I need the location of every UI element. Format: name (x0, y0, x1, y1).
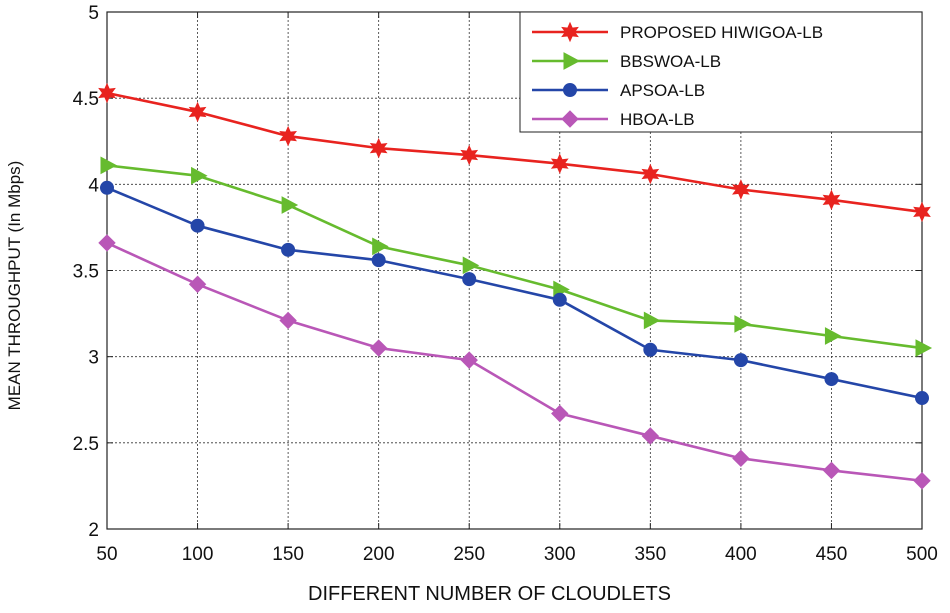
series-apsoa-lb (100, 180, 929, 406)
legend-label: HBOA-LB (620, 110, 695, 129)
y-tick-label: 4.5 (73, 89, 99, 110)
y-tick-label: 2 (88, 520, 99, 541)
y-tick-label: 3 (88, 348, 99, 369)
data-point-bbswoa-lb (643, 311, 661, 330)
data-point-proposed-hiwigoa-lb (188, 101, 207, 123)
x-tick-label: 500 (906, 544, 938, 565)
data-point-bbswoa-lb (462, 256, 480, 275)
data-point-bbswoa-lb (824, 327, 842, 345)
data-point-hboa-lb (641, 427, 660, 445)
data-point-bbswoa-lb (100, 156, 118, 175)
data-point-hboa-lb (551, 404, 569, 423)
data-point-hboa-lb (188, 275, 207, 293)
data-point-hboa-lb (732, 449, 750, 468)
data-point-bbswoa-lb (281, 196, 299, 214)
series-line-apsoa-lb (106, 186, 923, 400)
data-point-apsoa-lb (824, 372, 839, 387)
x-tick-label: 350 (634, 544, 666, 565)
series-proposed-hiwigoa-lb (98, 82, 931, 223)
x-tick-label: 150 (272, 544, 304, 565)
data-point-proposed-hiwigoa-lb (369, 137, 388, 159)
data-point-proposed-hiwigoa-lb (98, 82, 116, 104)
data-point-hboa-lb (460, 351, 478, 369)
series-line-hboa-lb (106, 241, 923, 483)
legend-marker (563, 83, 577, 97)
data-point-proposed-hiwigoa-lb (550, 153, 569, 174)
x-tick-label: 100 (182, 544, 214, 565)
ticks: 50 100 150 200 250 300 350 400 450 500 2 2.5 3 3.5 4 4.… (73, 3, 938, 565)
y-tick-label: 4 (88, 175, 99, 196)
data-point-hboa-lb (98, 234, 116, 252)
legend-item-apsoa-lb: APSOA-LB (532, 81, 705, 100)
legend-item-proposed-hiwigoa-lb: PROPOSED HIWIGOA-LB (532, 21, 823, 43)
legend-label: PROPOSED HIWIGOA-LB (620, 23, 823, 42)
data-point-apsoa-lb (643, 342, 658, 357)
data-point-hboa-lb (822, 461, 841, 480)
x-tick-label: 250 (453, 544, 485, 565)
legend-label: APSOA-LB (620, 81, 705, 100)
data-point-bbswoa-lb (372, 237, 389, 256)
legend-label: BBSWOA-LB (620, 52, 721, 71)
data-point-apsoa-lb (733, 353, 748, 368)
data-point-bbswoa-lb (734, 315, 751, 333)
y-tick-label: 3.5 (73, 262, 99, 283)
series-layer (98, 82, 933, 490)
x-axis-title: DIFFERENT NUMBER OF CLOUDLETS (308, 583, 671, 605)
data-point-proposed-hiwigoa-lb (822, 189, 841, 211)
data-point-apsoa-lb (915, 391, 929, 406)
x-tick-label: 450 (816, 544, 848, 565)
x-tick-label: 400 (725, 544, 757, 565)
legend-item-bbswoa-lb: BBSWOA-LB (532, 52, 721, 71)
data-point-apsoa-lb (552, 292, 567, 307)
data-point-bbswoa-lb (191, 166, 208, 185)
data-point-proposed-hiwigoa-lb (460, 144, 479, 166)
data-point-hboa-lb (279, 311, 297, 330)
data-point-apsoa-lb (190, 218, 205, 233)
data-point-apsoa-lb (281, 242, 296, 257)
x-tick-label: 200 (363, 544, 395, 565)
series-line-bbswoa-lb (106, 164, 923, 350)
y-tick-label: 5 (88, 3, 99, 24)
legend-marker (561, 21, 579, 43)
data-point-proposed-hiwigoa-lb (913, 201, 931, 223)
data-point-hboa-lb (369, 339, 388, 357)
legend: PROPOSED HIWIGOA-LB BBSWOA-LB APSOA-LB HBOA… (519, 11, 923, 133)
series-line-proposed-hiwigoa-lb (106, 91, 923, 214)
data-point-apsoa-lb (462, 272, 477, 287)
series-hboa-lb (98, 234, 931, 490)
legend-marker (561, 110, 579, 128)
x-tick-label: 50 (96, 544, 117, 565)
y-tick-label: 2.5 (73, 434, 99, 455)
data-point-bbswoa-lb (915, 339, 933, 357)
legend-item-hboa-lb: HBOA-LB (532, 110, 695, 129)
x-tick-label: 300 (544, 544, 576, 565)
data-point-proposed-hiwigoa-lb (641, 163, 660, 185)
data-point-hboa-lb (913, 472, 931, 490)
data-point-apsoa-lb (371, 253, 386, 268)
data-point-proposed-hiwigoa-lb (732, 179, 750, 200)
legend-marker (563, 52, 581, 70)
data-point-apsoa-lb (100, 180, 114, 195)
data-point-proposed-hiwigoa-lb (279, 125, 297, 147)
y-axis-title: MEAN THROUGHPUT (In Mbps) (5, 161, 24, 411)
